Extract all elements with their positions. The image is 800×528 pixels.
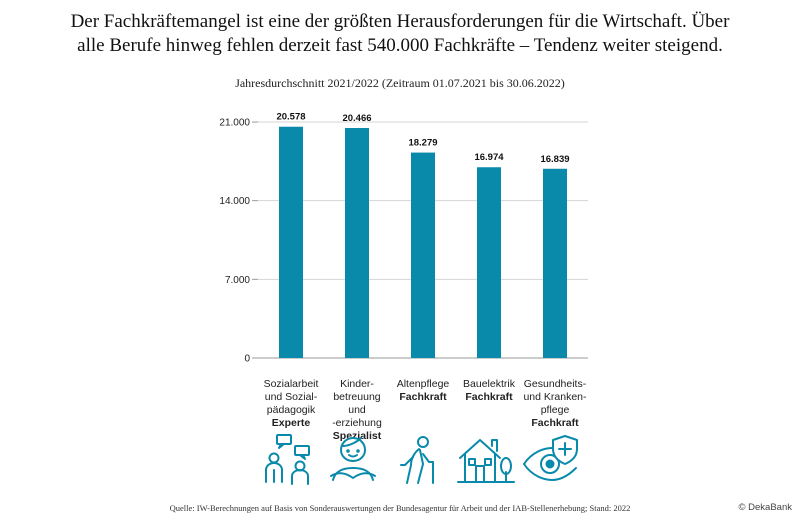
category-label-line: und [348,404,366,416]
category-label-line: Altenpflege [396,378,450,390]
y-tick-label: 0 [244,354,250,365]
bar [477,167,501,358]
source-note: Quelle: IW-Berechnungen auf Basis von So… [169,503,631,513]
child-care-icon [330,437,376,481]
category-label-line: und Kranken- [523,391,587,403]
y-tick-label: 14.000 [219,196,250,207]
bar [279,126,303,358]
category-label: Kinder-betreuung und -erziehung Spezialist [312,378,402,443]
category-label-line: Gesundheits- [523,378,587,390]
headline-line-2: alle Berufe hinweg fehlen derzeit fast 5… [77,35,723,56]
bar-value-label: 16.839 [540,154,569,165]
headline-line-1: Der Fachkräftemangel ist eine der größte… [70,11,730,32]
category-label-line: Sozialarbeit [263,378,319,390]
bar-value-label: 16.974 [474,152,504,163]
category-label-bold: Spezialist [332,430,382,442]
category-label-line: Kinder- [340,378,374,390]
category-label-line: und Sozial- [264,391,318,403]
category-label-bold: Fachkraft [399,391,447,403]
category-label-line: pädagogik [266,404,316,416]
bar [543,168,567,358]
category-label: Altenpflege Fachkraft [378,378,468,404]
category-label-bold: Fachkraft [465,391,513,403]
bar-value-label: 20.466 [342,113,371,124]
category-label-line: betreuung [333,391,381,403]
bar [411,152,435,358]
y-tick-label: 7.000 [225,275,250,286]
category-label-bold: Fachkraft [531,417,579,429]
category-label-line: Bauelektrik [463,378,515,390]
category-label: Bauelektrik Fachkraft [444,378,534,404]
bar-value-label: 20.578 [276,112,305,123]
category-label-bold: Experte [271,417,311,429]
y-tick-label: 21.000 [219,118,250,129]
headline: Der Fachkräftemangel ist eine der größte… [0,10,800,58]
elderly-care-icon [400,436,434,484]
chart-subtitle: Jahresdurchschnitt 2021/2022 (Zeitraum 0… [235,76,565,90]
category-label-line: pflege [540,404,570,416]
category-label: Sozialarbeit und Sozial-pädagogik Experte [246,378,336,430]
health-eye-icon [523,435,578,481]
category-label: Gesundheits-und Kranken-pflege Fachkraft [510,378,600,430]
bar [345,128,369,358]
brand-copyright: © DekaBank [738,502,792,513]
category-label-line: -erziehung [332,417,382,429]
house-icon [457,439,515,483]
experts-icon [265,434,310,485]
bar-value-label: 18.279 [408,138,437,149]
